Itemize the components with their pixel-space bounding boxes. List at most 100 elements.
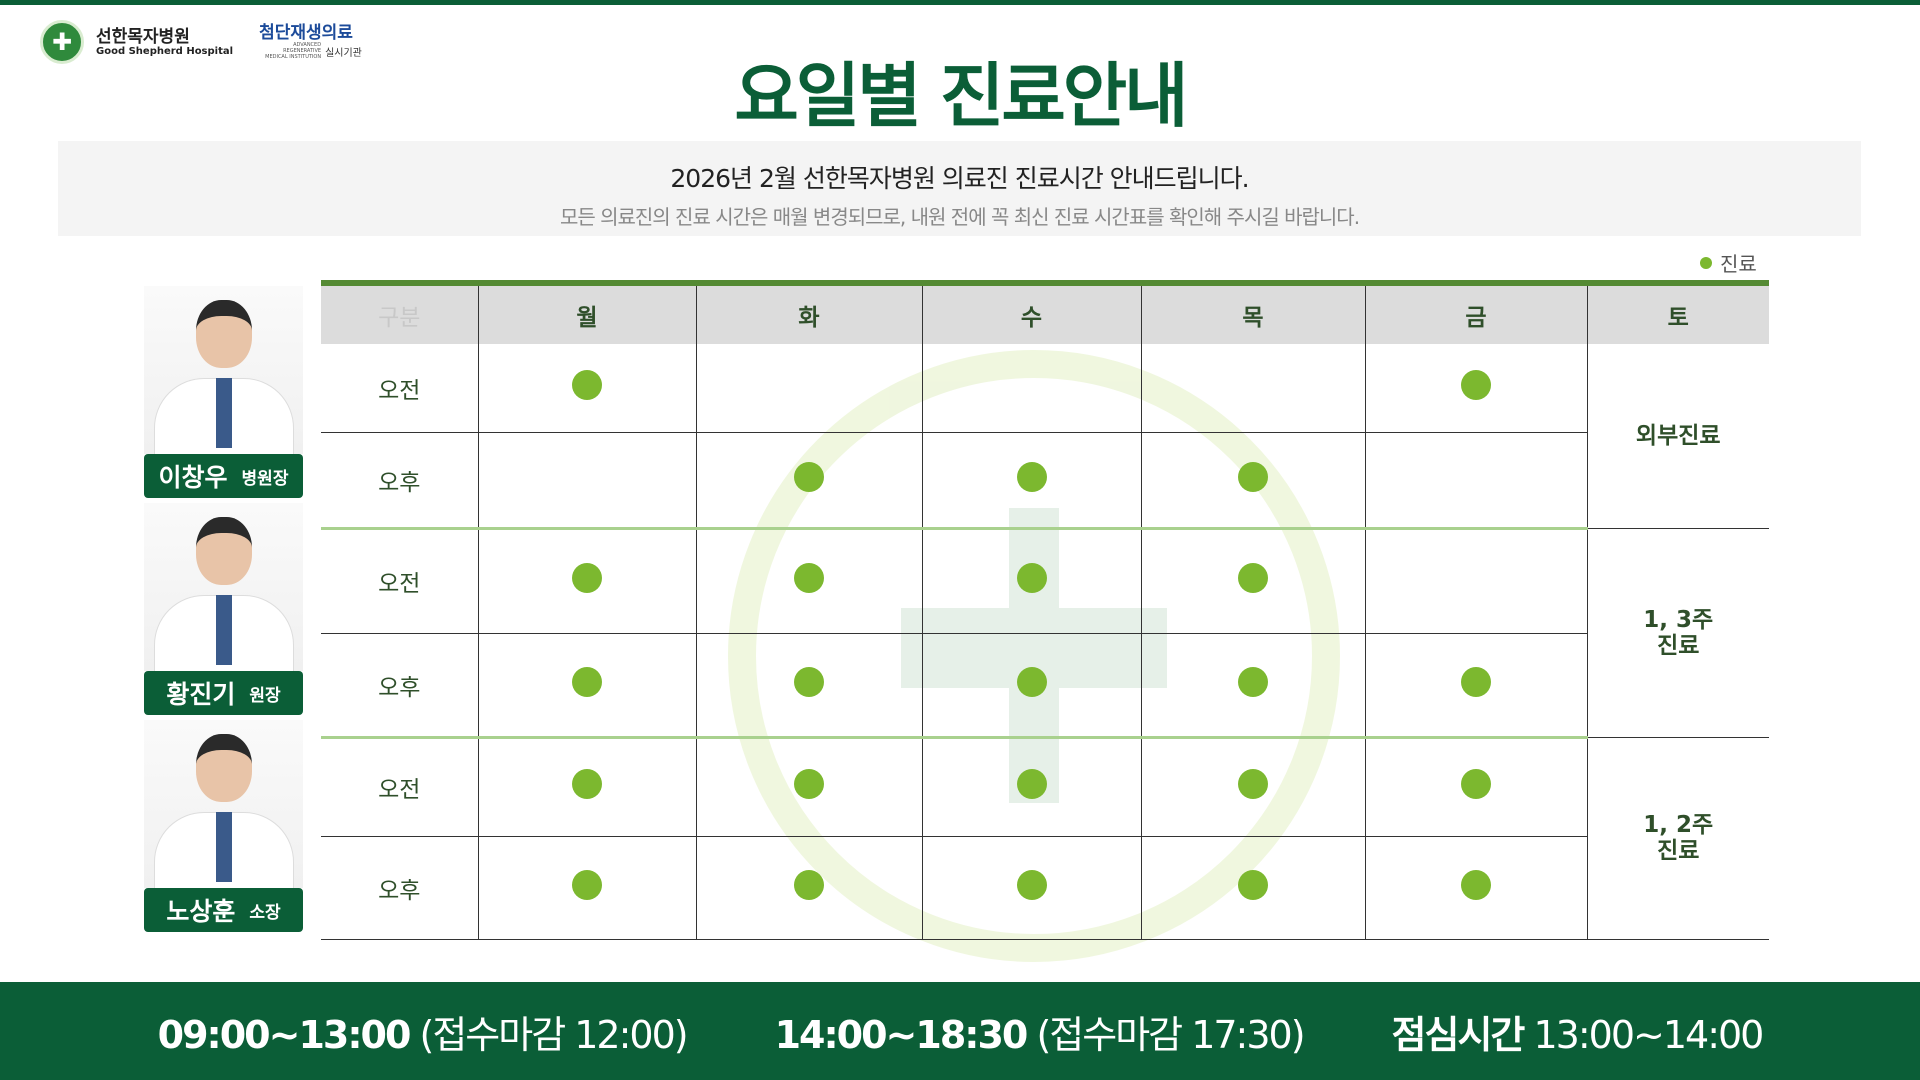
header-cell: 금 — [1364, 283, 1587, 344]
schedule-cell — [1364, 633, 1587, 739]
header-cell: 목 — [1140, 283, 1365, 344]
doctor-nameplate: 이창우 병원장 — [144, 454, 303, 498]
top-bar — [0, 0, 1920, 5]
schedule-cell — [1140, 737, 1365, 837]
am-time: 09:00~13:00 — [157, 1012, 412, 1057]
schedule-cell — [477, 344, 696, 433]
session-label: 오후 — [321, 633, 478, 739]
consult-dot-icon — [1016, 769, 1047, 799]
session-label: 오후 — [321, 836, 478, 940]
schedule-row: 오전 1, 2주 진료 — [321, 737, 1769, 940]
doctor-card[interactable]: 노상훈 소장 — [144, 720, 303, 932]
pm-time: 14:00~18:30 — [774, 1012, 1029, 1057]
doctor-card[interactable]: 황진기 원장 — [144, 503, 303, 715]
am-note: (접수마감 12:00) — [419, 1012, 689, 1057]
schedule-row: 오후 — [321, 432, 1769, 530]
session-label: 오후 — [321, 432, 478, 530]
schedule-cell — [1364, 528, 1587, 634]
consult-dot-icon — [572, 769, 602, 799]
schedule-cell — [921, 344, 1141, 433]
consult-dot-icon — [572, 869, 602, 900]
schedule-cell — [1140, 633, 1365, 739]
consult-dot-icon — [1238, 563, 1268, 593]
consult-dot-icon — [1238, 769, 1268, 799]
doctor-name: 황진기 — [166, 680, 236, 709]
partner-name: 첨단재생의료 — [259, 23, 353, 43]
schedule-cell — [477, 432, 696, 530]
schedule-row: 오전 1, 3주 진료 — [321, 528, 1769, 738]
consult-dot-icon — [794, 461, 824, 492]
doctor-name: 이창우 — [158, 463, 228, 492]
partner-sub-row: ADVANCED REGENERATIVE MEDICAL INSTITUTIO… — [259, 42, 362, 60]
schedule-cell — [695, 344, 922, 433]
schedule-cell — [695, 432, 922, 530]
consult-dot-icon — [794, 563, 824, 593]
consult-dot-icon — [1461, 666, 1491, 697]
pm-note: (접수마감 17:30) — [1036, 1012, 1305, 1057]
partner-sub: 실시기관 — [325, 47, 362, 59]
saturday-cell: 외부진료 — [1586, 344, 1769, 529]
lunch-time: 13:00~14:00 — [1533, 1012, 1764, 1057]
doctor-photo — [144, 503, 303, 671]
consult-dot-icon — [572, 666, 602, 697]
schedule-cell — [1140, 344, 1365, 433]
legend-label: 진료 — [1720, 252, 1757, 276]
page-title: 요일별 진료안내 — [734, 55, 1188, 137]
schedule-row: 오후 — [321, 633, 1769, 739]
consult-dot-icon — [1461, 769, 1491, 799]
schedule-cell — [921, 633, 1141, 739]
hospital-name: 선한목자병원 — [96, 26, 190, 47]
legend-dot-icon — [1700, 256, 1712, 269]
schedule-cell — [477, 528, 696, 634]
hospital-seal-icon: ✚ — [40, 20, 84, 64]
schedule-cell — [921, 836, 1141, 940]
doctor-rank: 소장 — [249, 902, 281, 923]
doctor-photo — [144, 286, 303, 454]
partner-name-en: ADVANCED REGENERATIVE MEDICAL INSTITUTIO… — [265, 42, 322, 60]
schedule-cell — [921, 432, 1141, 530]
schedule-cell — [477, 633, 696, 739]
legend: 진료 — [1700, 248, 1757, 277]
consult-dot-icon — [794, 769, 824, 799]
schedule-cell — [1140, 836, 1365, 940]
consult-dot-icon — [1238, 869, 1268, 900]
schedule-cell — [1364, 737, 1587, 837]
saturday-cell: 1, 3주 진료 — [1586, 528, 1769, 738]
session-label: 오전 — [321, 737, 478, 837]
doctor-photo — [144, 720, 303, 888]
schedule-cell — [695, 836, 922, 940]
schedule-row: 오전 외부진료 — [321, 344, 1769, 529]
doctor-card[interactable]: 이창우 병원장 — [144, 286, 303, 498]
hours-footer: 09:00~13:00 (접수마감 12:00) 14:00~18:30 (접수… — [0, 982, 1920, 1080]
notice-box: 2026년 2월 선한목자병원 의료진 진료시간 안내드립니다. 모든 의료진의… — [58, 141, 1861, 236]
doctor-nameplate: 황진기 원장 — [144, 671, 303, 715]
consult-dot-icon — [1461, 369, 1491, 400]
schedule-cell — [695, 633, 922, 739]
notice-line2: 모든 의료진의 진료 시간은 매월 변경되므로, 내원 전에 꼭 최신 진료 시… — [559, 205, 1360, 229]
consult-dot-icon — [1016, 461, 1047, 492]
schedule-cell — [695, 528, 922, 634]
session-label: 오전 — [321, 344, 478, 433]
consult-dot-icon — [1238, 666, 1268, 697]
schedule-table: 구분 월 화 수 목 금 토 오전 외부진료 오후 오전 1, 3주 진료 오후 오전 1, 2주 진료 오… — [321, 280, 1769, 940]
session-label: 오전 — [321, 528, 478, 634]
consult-dot-icon — [1016, 666, 1047, 697]
schedule-cell — [477, 737, 696, 837]
schedule-cell — [1140, 528, 1365, 634]
doctor-rank: 병원장 — [241, 468, 289, 489]
schedule-cell — [921, 737, 1141, 837]
schedule-cell — [1364, 344, 1587, 433]
consult-dot-icon — [1016, 563, 1047, 593]
schedule-cell — [1140, 432, 1365, 530]
consult-dot-icon — [1016, 869, 1047, 900]
hospital-name-en: Good Shepherd Hospital — [96, 45, 234, 57]
schedule-cell — [695, 737, 922, 837]
consult-dot-icon — [794, 666, 824, 697]
header-cell: 월 — [477, 283, 696, 344]
header-cell: 구분 — [321, 283, 478, 344]
consult-dot-icon — [1461, 869, 1491, 900]
schedule-cell — [921, 528, 1141, 634]
hospital-logo[interactable]: ✚ 선한목자병원 Good Shepherd Hospital 첨단재생의료 AD… — [40, 20, 362, 64]
consult-dot-icon — [794, 869, 824, 900]
schedule-cell — [1364, 836, 1587, 940]
